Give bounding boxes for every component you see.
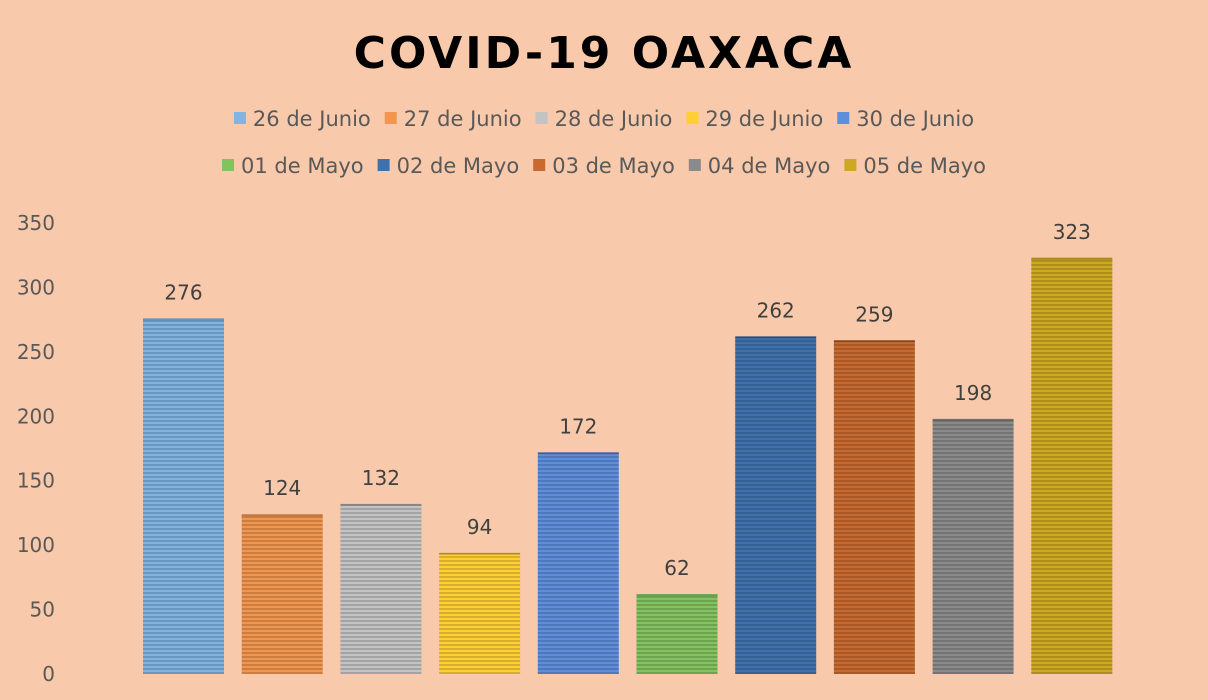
bar xyxy=(932,418,1014,674)
legend-swatch xyxy=(535,112,548,124)
bar xyxy=(735,336,817,674)
legend-row: 01 de Mayo 02 de Mayo 03 de Mayo 04 de Mayo… xyxy=(222,154,986,178)
bar-texture xyxy=(833,340,915,674)
legend-label: 01 de Mayo xyxy=(241,154,364,178)
legend-swatch xyxy=(233,112,246,124)
y-tick-label: 100 xyxy=(17,533,55,557)
y-tick-label: 0 xyxy=(42,662,55,686)
data-label: 172 xyxy=(559,414,597,438)
bar-texture xyxy=(1031,257,1113,674)
bar-texture xyxy=(143,318,224,674)
bar-top-edge xyxy=(241,514,323,517)
bar xyxy=(636,594,718,674)
data-label: 62 xyxy=(664,556,689,580)
bar xyxy=(241,514,323,674)
y-tick-label: 250 xyxy=(17,340,55,364)
bar-top-edge xyxy=(143,318,224,321)
bar-texture xyxy=(537,452,619,674)
bar-texture xyxy=(439,552,521,674)
legend-row: 26 de Junio 27 de Junio 28 de Junio 29 de J… xyxy=(233,107,974,131)
y-tick-label: 50 xyxy=(30,598,55,622)
bar-texture xyxy=(340,503,422,674)
bars xyxy=(143,257,1113,674)
legend-swatch xyxy=(384,112,397,124)
legend-label: 29 de Junio xyxy=(705,107,823,131)
legend-label: 30 de Junio xyxy=(856,107,974,131)
bar xyxy=(143,318,224,674)
legend-swatch xyxy=(533,159,546,171)
y-tick-label: 150 xyxy=(17,469,55,493)
bar xyxy=(537,452,619,674)
bar-texture xyxy=(735,336,817,674)
data-label: 198 xyxy=(954,381,992,405)
bar-top-edge xyxy=(1031,257,1113,260)
data-labels: 276 124 132 94 172 62 262 259 198 323 xyxy=(164,220,1090,580)
data-label: 124 xyxy=(263,476,301,500)
legend-item: 29 de Junio xyxy=(686,107,823,131)
legend-item: 26 de Junio xyxy=(233,107,371,131)
y-tick-label: 200 xyxy=(17,404,55,428)
legend-label: 28 de Junio xyxy=(555,107,673,131)
bar xyxy=(340,503,422,674)
legend-label: 26 de Junio xyxy=(253,107,371,131)
legend-item: 02 de Mayo xyxy=(377,154,520,178)
y-axis: 0 50 100 150 200 250 300 350 xyxy=(17,211,55,686)
legend-swatch xyxy=(686,112,699,124)
legend-item: 27 de Junio xyxy=(384,107,522,131)
bar-top-edge xyxy=(439,552,521,555)
legend-item: 03 de Mayo xyxy=(533,154,675,178)
y-tick-label: 350 xyxy=(17,211,55,235)
legend-label: 05 de Mayo xyxy=(863,154,986,178)
data-label: 259 xyxy=(855,302,893,326)
legend-item: 05 de Mayo xyxy=(844,154,986,178)
legend-item: 01 de Mayo xyxy=(222,154,364,178)
bar xyxy=(1031,257,1113,674)
data-label: 94 xyxy=(467,515,492,539)
legend-item: 04 de Mayo xyxy=(688,154,831,178)
legend-item: 30 de Junio xyxy=(837,107,974,131)
legend-swatch xyxy=(837,112,850,124)
bar xyxy=(439,552,521,674)
legend-swatch xyxy=(844,159,857,171)
data-label: 262 xyxy=(757,298,795,322)
chart-title: COVID-19 OAXACA xyxy=(354,28,855,79)
bar-top-edge xyxy=(735,336,817,339)
bar-texture xyxy=(932,418,1014,674)
data-label: 276 xyxy=(164,280,202,304)
data-label: 132 xyxy=(362,466,400,490)
y-tick-label: 300 xyxy=(17,275,55,299)
legend-swatch xyxy=(377,159,390,171)
bar-top-edge xyxy=(833,340,915,343)
bar-top-edge xyxy=(340,503,422,506)
legend-label: 04 de Mayo xyxy=(708,154,831,178)
data-label: 323 xyxy=(1053,220,1091,244)
legend: 26 de Junio 27 de Junio 28 de Junio 29 de J… xyxy=(222,107,986,178)
bar-top-edge xyxy=(932,418,1014,421)
legend-swatch xyxy=(222,159,235,171)
bar-top-edge xyxy=(537,452,619,455)
legend-item: 28 de Junio xyxy=(535,107,673,131)
legend-label: 02 de Mayo xyxy=(397,154,520,178)
bar-top-edge xyxy=(636,594,718,597)
legend-swatch xyxy=(688,159,701,171)
bar xyxy=(833,340,915,674)
legend-label: 27 de Junio xyxy=(404,107,522,131)
bar-texture xyxy=(241,514,323,674)
legend-label: 03 de Mayo xyxy=(552,154,675,178)
bar-texture xyxy=(636,594,718,674)
